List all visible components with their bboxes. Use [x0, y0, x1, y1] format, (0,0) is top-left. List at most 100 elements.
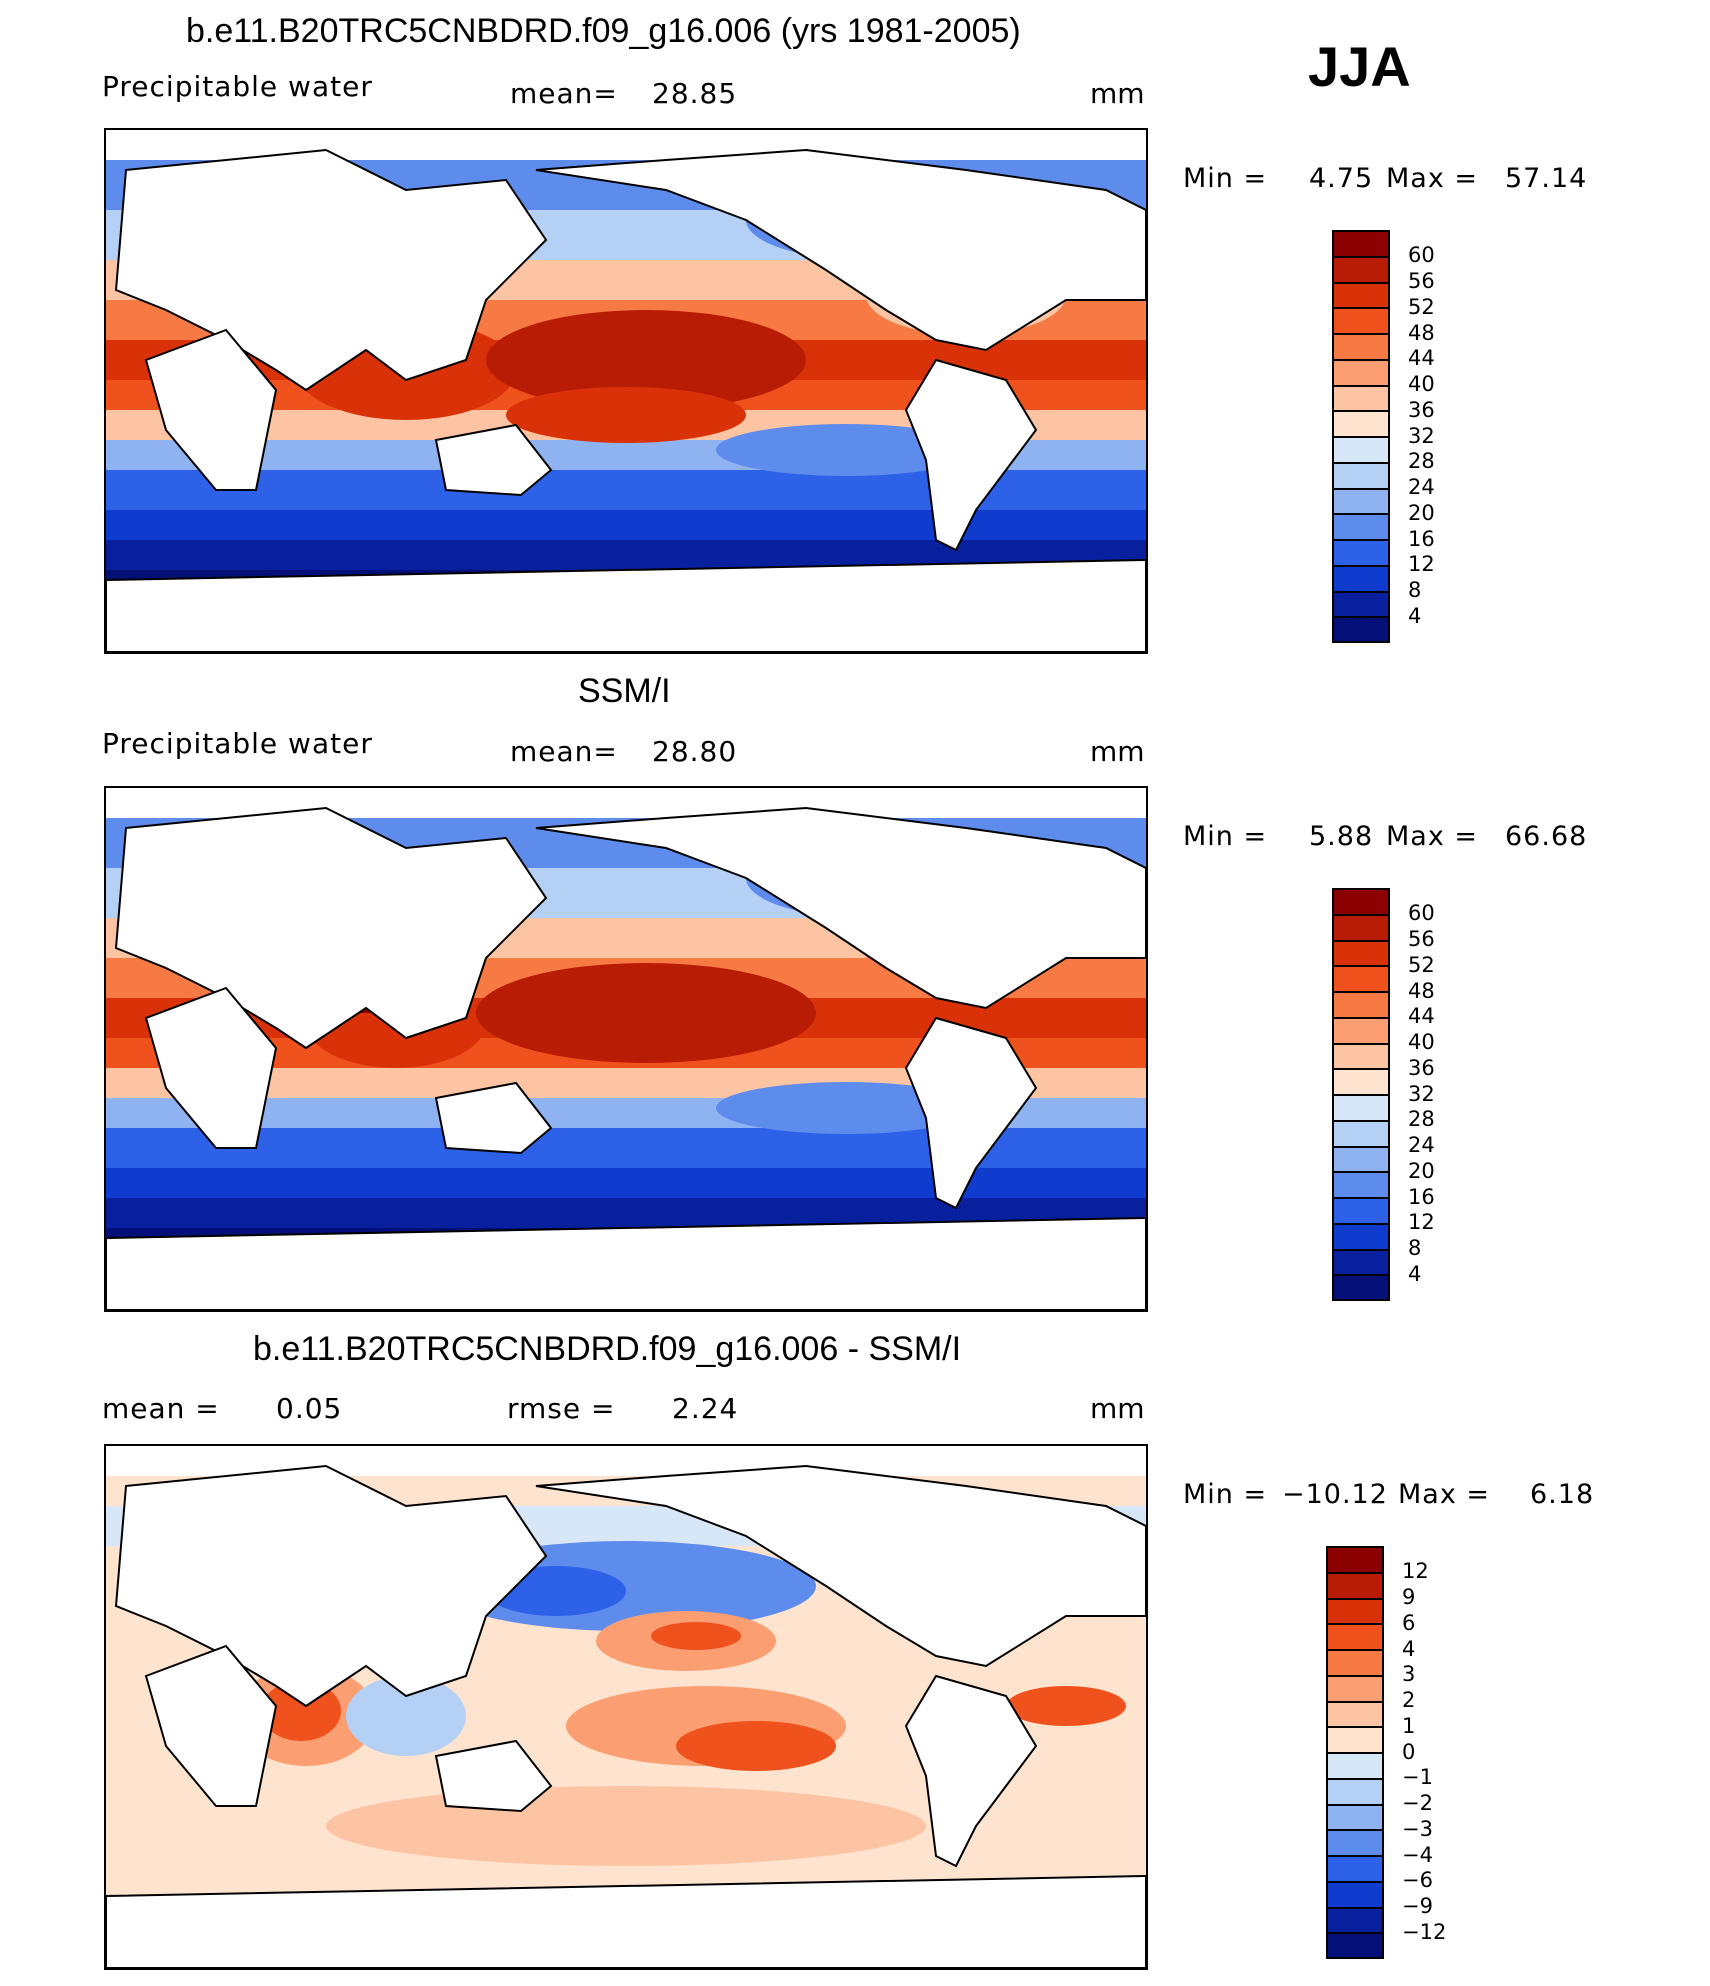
colorbar-swatch	[1332, 564, 1390, 592]
panel1-units: mm	[1090, 77, 1145, 110]
colorbar-swatch	[1332, 1248, 1390, 1276]
colorbar-swatch	[1332, 1222, 1390, 1250]
colorbar-swatch	[1326, 1803, 1384, 1831]
colorbar-tick-label: 32	[1408, 423, 1435, 448]
panel3-units: mm	[1090, 1392, 1145, 1425]
colorbar-tick-label: 56	[1408, 269, 1435, 293]
colorbar-swatch	[1332, 1042, 1390, 1070]
panel1-min-value: 4.75	[1309, 163, 1374, 194]
colorbar-tick-label: 0	[1402, 1739, 1416, 1764]
colorbar-tick-label: 16	[1408, 526, 1435, 551]
colorbar-swatch	[1326, 1777, 1384, 1805]
colorbar-tick-label: 6	[1402, 1610, 1416, 1635]
colorbar-swatch	[1326, 1649, 1384, 1676]
colorbar-tick-label: 24	[1408, 475, 1435, 499]
colorbar-tick-label: 4	[1408, 1261, 1422, 1286]
season-label: JJA	[1308, 35, 1411, 98]
colorbar-tick-label: 4	[1402, 1636, 1416, 1661]
colorbar-swatch	[1332, 913, 1390, 941]
panel2-units: mm	[1090, 735, 1145, 768]
panel1-variable-label: Precipitable water	[102, 70, 373, 103]
colorbar-swatch	[1332, 461, 1390, 489]
panel1-mean-value: 28.85	[652, 77, 738, 110]
colorbar-swatch	[1326, 1752, 1384, 1779]
panel2-colorbar: 60 56 52 48 44 40 36 32 28 24 20 16 12 8 4	[1332, 888, 1452, 1301]
panel2-mean-value: 28.80	[652, 735, 738, 768]
colorbar-tick-label: 20	[1408, 1158, 1435, 1183]
colorbar-tick-label: 28	[1408, 449, 1435, 474]
colorbar-tick-label: 48	[1408, 320, 1435, 345]
colorbar-swatch	[1332, 590, 1390, 618]
colorbar-tick-label: 2	[1402, 1688, 1416, 1712]
colorbar-tick-label: 3	[1402, 1662, 1416, 1687]
colorbar-tick-label: 24	[1408, 1133, 1435, 1157]
colorbar-tick-label: −3	[1402, 1816, 1433, 1841]
panel3-rmse-label: rmse =	[507, 1392, 616, 1425]
panel1-min-label: Min =	[1183, 163, 1268, 194]
colorbar-swatch	[1326, 1674, 1384, 1702]
colorbar-swatch	[1332, 1094, 1390, 1121]
panel3-min-value: −10.12	[1282, 1479, 1388, 1510]
colorbar-swatch	[1326, 1546, 1384, 1573]
panel1-mean-label: mean=	[510, 77, 618, 110]
colorbar-swatch	[1332, 333, 1390, 360]
colorbar-swatch	[1326, 1571, 1384, 1599]
colorbar-swatch	[1326, 1623, 1384, 1650]
colorbar-swatch	[1332, 513, 1390, 540]
colorbar-swatch	[1332, 436, 1390, 463]
colorbar-swatch	[1332, 410, 1390, 437]
colorbar-swatch	[1332, 616, 1390, 643]
colorbar-tick-label: −6	[1402, 1868, 1433, 1893]
colorbar-tick-label: −1	[1402, 1765, 1433, 1790]
panel2-map	[104, 786, 1148, 1312]
colorbar-tick-label: −2	[1402, 1791, 1433, 1815]
colorbar-tick-label: 44	[1408, 346, 1435, 371]
panel3-max-label: Max =	[1398, 1479, 1491, 1510]
colorbar-tick-label: 56	[1408, 927, 1435, 951]
colorbar-tick-label: 8	[1408, 578, 1422, 602]
colorbar-swatch	[1326, 1597, 1384, 1625]
panel2-mean-label: mean=	[510, 735, 618, 768]
panel3-rmse-value: 2.24	[672, 1392, 739, 1425]
panel1-max-value: 57.14	[1505, 163, 1588, 194]
colorbar-swatch	[1332, 1145, 1390, 1173]
colorbar-swatch	[1332, 1016, 1390, 1044]
colorbar-tick-label: 52	[1408, 294, 1435, 319]
colorbar-tick-label: 12	[1402, 1559, 1429, 1584]
colorbar-swatch	[1332, 255, 1390, 283]
colorbar-tick-label: 12	[1408, 552, 1435, 577]
colorbar-tick-label: 9	[1402, 1585, 1416, 1609]
panel2-min-label: Min =	[1183, 821, 1268, 852]
colorbar-swatch	[1332, 281, 1390, 309]
colorbar-swatch	[1326, 1829, 1384, 1856]
panel3-min-label: Min =	[1183, 1479, 1268, 1510]
colorbar-swatch	[1332, 1274, 1390, 1301]
colorbar-tick-label: 60	[1408, 901, 1435, 926]
colorbar-swatch	[1332, 1197, 1390, 1224]
colorbar-tick-label: 52	[1408, 952, 1435, 977]
panel2-max-label: Max =	[1386, 821, 1479, 852]
colorbar-tick-label: 40	[1408, 372, 1435, 396]
colorbar-tick-label: −4	[1402, 1842, 1433, 1867]
colorbar-swatch	[1332, 888, 1390, 915]
panel3-colorbar: 12 9 6 4 3 2 1 0 −1 −2 −3 −4 −6 −9 −12	[1326, 1546, 1446, 1959]
colorbar-swatch	[1332, 965, 1390, 992]
panel3-mean-label: mean =	[102, 1392, 220, 1425]
colorbar-tick-label: 36	[1408, 1055, 1435, 1080]
colorbar-swatch	[1332, 230, 1390, 257]
panel1-max-label: Max =	[1386, 163, 1479, 194]
panel3-map	[104, 1444, 1148, 1970]
colorbar-swatch	[1332, 1119, 1390, 1147]
colorbar-swatch	[1332, 1171, 1390, 1198]
colorbar-tick-label: 12	[1408, 1210, 1435, 1235]
colorbar-tick-label: 32	[1408, 1081, 1435, 1106]
colorbar-tick-label: 1	[1402, 1713, 1416, 1738]
colorbar-swatch	[1326, 1906, 1384, 1934]
panel2-variable-label: Precipitable water	[102, 727, 373, 760]
colorbar-swatch	[1332, 358, 1390, 386]
panel1-colorbar: 60 56 52 48 44 40 36 32 28 24 20 16 12 8 4	[1332, 230, 1452, 643]
colorbar-tick-label: 4	[1408, 603, 1422, 628]
colorbar-tick-label: 48	[1408, 978, 1435, 1003]
colorbar-swatch	[1326, 1880, 1384, 1908]
colorbar-swatch	[1332, 384, 1390, 412]
